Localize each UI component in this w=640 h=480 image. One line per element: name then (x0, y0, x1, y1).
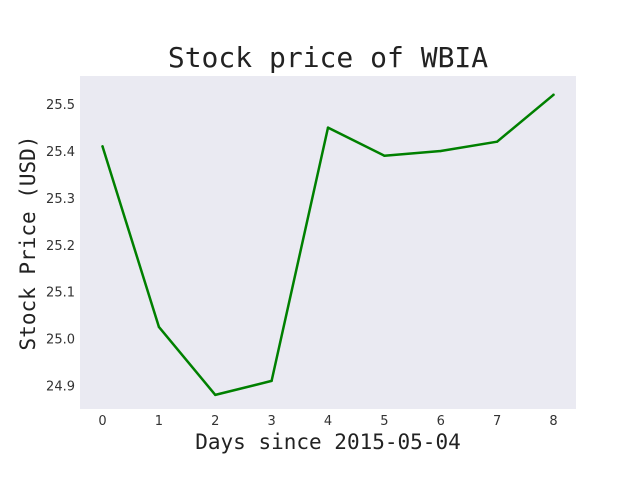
data-point (270, 379, 273, 383)
x-axis-ticks: 0 1 2 3 4 5 6 7 8 (98, 414, 557, 429)
y-tick-label: 24.9 (46, 380, 75, 395)
x-tick-label: 8 (549, 414, 557, 429)
y-tick-label: 25.4 (46, 145, 75, 160)
y-tick-label: 25.2 (46, 239, 75, 254)
y-axis-ticks: 24.9 25.0 25.1 25.2 25.3 25.4 25.5 (46, 98, 75, 394)
x-tick-label: 7 (493, 414, 501, 429)
chart-title: Stock price of WBIA (168, 41, 488, 74)
y-tick-label: 25.1 (46, 286, 75, 301)
data-point (383, 154, 386, 157)
plot-area (80, 76, 576, 409)
data-point (326, 126, 330, 129)
data-point (214, 393, 217, 397)
x-tick-label: 4 (324, 414, 332, 429)
x-tick-label: 3 (267, 414, 275, 429)
y-tick-label: 25.3 (46, 192, 75, 207)
data-point (157, 325, 161, 329)
x-tick-label: 1 (155, 414, 163, 429)
x-tick-label: 5 (380, 414, 388, 429)
data-point (552, 93, 555, 96)
x-tick-label: 2 (211, 414, 219, 429)
series-layer (101, 93, 555, 397)
y-tick-label: 25.5 (46, 98, 75, 113)
x-tick-label: 0 (98, 414, 106, 429)
y-tick-label: 25.0 (46, 333, 75, 348)
data-point (101, 145, 104, 148)
y-axis-label: Stock Price (USD) (16, 136, 40, 351)
data-point (439, 149, 442, 153)
data-point (495, 140, 499, 143)
x-tick-label: 6 (437, 414, 445, 429)
x-axis-label: Days since 2015-05-04 (195, 430, 461, 454)
